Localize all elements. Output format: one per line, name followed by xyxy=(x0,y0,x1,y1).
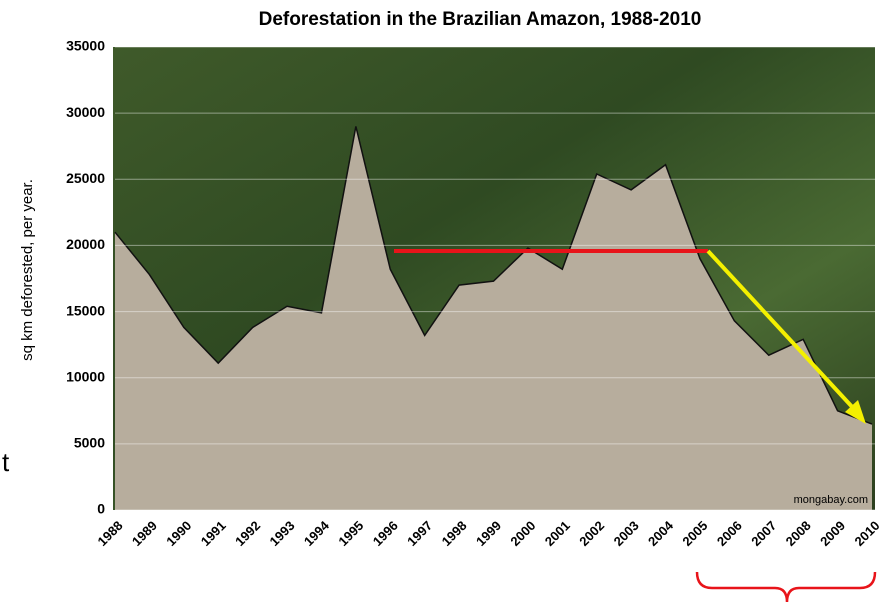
side-text: t xyxy=(2,447,10,477)
y-tick-label: 10000 xyxy=(66,368,105,384)
watermark: mongabay.com xyxy=(794,494,868,506)
x-tick-label: 2006 xyxy=(714,518,745,549)
x-tick-label: 2010 xyxy=(851,518,882,549)
x-tick-label: 1999 xyxy=(473,518,504,549)
x-tick-label: 2008 xyxy=(783,518,814,549)
x-tick-label: 1997 xyxy=(404,518,435,549)
y-axis-label: sq km deforested, per year. xyxy=(19,179,36,361)
x-tick-label: 2003 xyxy=(611,518,642,549)
x-tick-label: 1992 xyxy=(232,518,263,549)
y-tick-label: 0 xyxy=(97,501,105,517)
y-tick-label: 5000 xyxy=(74,435,105,451)
brace xyxy=(697,572,875,602)
y-tick-label: 15000 xyxy=(66,302,105,318)
y-tick-label: 25000 xyxy=(66,170,105,186)
chart: Deforestation in the Brazilian Amazon, 1… xyxy=(0,0,883,606)
y-tick-label: 30000 xyxy=(66,104,105,120)
x-tick-label: 1989 xyxy=(129,518,160,549)
y-tick-label: 35000 xyxy=(66,38,105,54)
x-tick-label: 1990 xyxy=(163,518,194,549)
x-tick-label: 2004 xyxy=(645,517,677,549)
x-tick-label: 1988 xyxy=(94,518,125,549)
x-tick-label: 1991 xyxy=(198,518,229,549)
x-tick-label: 2002 xyxy=(576,518,607,549)
x-tick-label: 2009 xyxy=(817,518,848,549)
x-tick-label: 1998 xyxy=(439,518,470,549)
chart-title: Deforestation in the Brazilian Amazon, 1… xyxy=(259,9,702,30)
x-tick-label: 1995 xyxy=(335,518,366,549)
x-tick-label: 1996 xyxy=(370,518,401,549)
x-tick-label: 2001 xyxy=(542,518,573,549)
x-tick-label: 2000 xyxy=(507,518,538,549)
x-tick-label: 1993 xyxy=(267,518,298,549)
x-tick-label: 1994 xyxy=(301,517,333,549)
x-tick-label: 2005 xyxy=(679,518,710,549)
y-tick-label: 20000 xyxy=(66,236,105,252)
x-tick-label: 2007 xyxy=(748,518,779,549)
